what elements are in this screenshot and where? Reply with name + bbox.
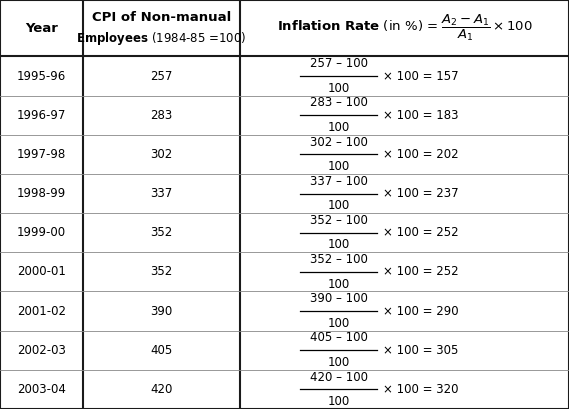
Text: 100: 100 — [328, 395, 350, 408]
Text: Year: Year — [25, 22, 57, 35]
Text: 1998-99: 1998-99 — [17, 187, 66, 200]
Text: 352: 352 — [150, 226, 172, 239]
Text: × 100 = 157: × 100 = 157 — [383, 70, 459, 83]
Text: 100: 100 — [328, 82, 350, 95]
Text: 1995-96: 1995-96 — [17, 70, 66, 83]
Text: 257: 257 — [150, 70, 172, 83]
Text: 100: 100 — [328, 160, 350, 173]
Text: 1999-00: 1999-00 — [17, 226, 66, 239]
Text: 2001-02: 2001-02 — [17, 305, 66, 317]
Text: × 100 = 183: × 100 = 183 — [383, 109, 459, 122]
Text: 302: 302 — [150, 148, 172, 161]
Text: 420: 420 — [150, 383, 172, 396]
Text: 100: 100 — [328, 121, 350, 134]
Text: 257 – 100: 257 – 100 — [310, 57, 368, 70]
Text: 283 – 100: 283 – 100 — [310, 97, 368, 110]
Text: 420 – 100: 420 – 100 — [310, 371, 368, 384]
Text: $\mathbf{Employees}$ (1984-85 =100): $\mathbf{Employees}$ (1984-85 =100) — [76, 30, 246, 47]
Text: 405 – 100: 405 – 100 — [310, 331, 368, 344]
Text: 352 – 100: 352 – 100 — [310, 253, 368, 266]
Text: $\mathbf{Inflation\ Rate}$ (in %) = $\dfrac{A_2 - A_1}{A_1} \times 100$: $\mathbf{Inflation\ Rate}$ (in %) = $\df… — [277, 13, 533, 43]
Text: 390: 390 — [150, 305, 172, 317]
Text: 2002-03: 2002-03 — [17, 344, 65, 357]
Text: 302 – 100: 302 – 100 — [310, 136, 368, 148]
Text: 337: 337 — [150, 187, 172, 200]
Text: 100: 100 — [328, 199, 350, 212]
Text: 352: 352 — [150, 265, 172, 279]
Text: × 100 = 320: × 100 = 320 — [383, 383, 459, 396]
Text: 2003-04: 2003-04 — [17, 383, 65, 396]
Text: 352 – 100: 352 – 100 — [310, 214, 368, 227]
Text: × 100 = 202: × 100 = 202 — [383, 148, 459, 161]
Text: 100: 100 — [328, 278, 350, 291]
Text: × 100 = 252: × 100 = 252 — [383, 226, 459, 239]
Text: 100: 100 — [328, 356, 350, 369]
Text: × 100 = 305: × 100 = 305 — [383, 344, 459, 357]
Text: 283: 283 — [150, 109, 172, 122]
Text: × 100 = 290: × 100 = 290 — [383, 305, 459, 317]
Text: 1996-97: 1996-97 — [17, 109, 66, 122]
Text: × 100 = 252: × 100 = 252 — [383, 265, 459, 279]
Text: 2000-01: 2000-01 — [17, 265, 65, 279]
Text: 100: 100 — [328, 317, 350, 330]
Text: 390 – 100: 390 – 100 — [310, 292, 368, 305]
Text: CPI of Non-manual: CPI of Non-manual — [92, 11, 231, 25]
Text: 405: 405 — [150, 344, 172, 357]
Text: 1997-98: 1997-98 — [17, 148, 66, 161]
Text: 100: 100 — [328, 238, 350, 252]
Text: × 100 = 237: × 100 = 237 — [383, 187, 459, 200]
Text: 337 – 100: 337 – 100 — [310, 175, 368, 188]
